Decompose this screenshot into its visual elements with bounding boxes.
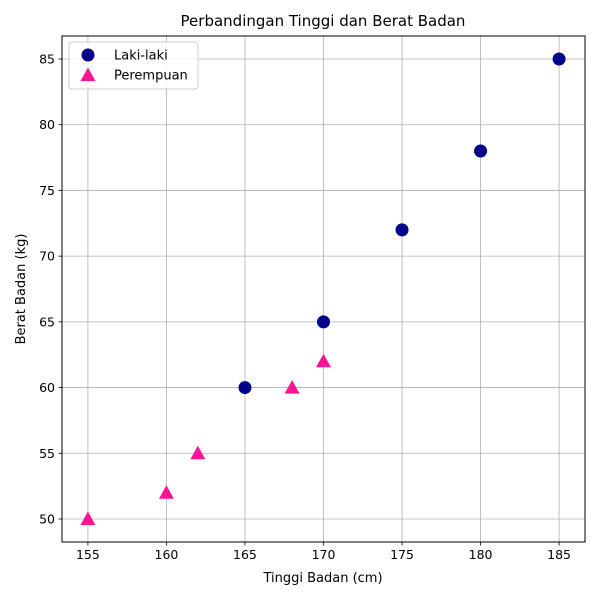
y-tick-label: 60 (39, 380, 55, 395)
x-tick-label: 155 (76, 547, 100, 562)
data-points (80, 52, 566, 525)
data-point-perempuan (80, 511, 96, 525)
y-tick-label: 85 (39, 52, 55, 67)
data-point-laki-laki (474, 144, 488, 158)
y-axis-ticks: 50 55 60 65 70 75 80 85 (39, 52, 62, 527)
legend-box (68, 41, 199, 90)
legend-marker-0 (81, 48, 95, 62)
x-tick-label: 185 (547, 547, 571, 562)
y-tick-label: 55 (39, 446, 55, 461)
plot-frame (61, 35, 586, 543)
legend: Laki-laki Perempuan (68, 41, 199, 90)
y-axis-label: Berat Badan (kg) (14, 234, 29, 345)
y-tick-label: 70 (39, 249, 55, 264)
data-point-perempuan (316, 353, 331, 368)
data-point-perempuan (158, 485, 174, 499)
data-point-laki-laki (552, 52, 566, 66)
legend-marker-1 (80, 67, 96, 81)
x-tick-label: 175 (390, 547, 414, 562)
x-tick-label: 180 (469, 547, 493, 562)
legend-label-1: Perempuan (114, 69, 188, 84)
x-axis-ticks: 155 160 165 170 175 180 185 (76, 542, 571, 562)
y-tick-label: 50 (39, 512, 55, 527)
data-point-laki-laki (317, 315, 330, 329)
data-point-laki-laki (395, 223, 409, 237)
data-point-perempuan (284, 380, 300, 394)
y-tick-label: 80 (39, 117, 55, 132)
x-tick-label: 170 (312, 547, 336, 562)
grid-lines (62, 36, 585, 542)
x-tick-label: 165 (233, 547, 257, 562)
data-point-laki-laki (238, 381, 252, 395)
legend-label-0: Laki-laki (114, 49, 168, 64)
x-tick-label: 160 (155, 547, 179, 562)
chart-title: Perbandingan Tinggi dan Berat Badan (181, 12, 466, 30)
data-point-perempuan (190, 445, 206, 460)
y-tick-label: 65 (39, 314, 55, 329)
x-axis-label: Tinggi Badan (cm) (262, 571, 382, 586)
y-tick-label: 75 (39, 183, 55, 198)
